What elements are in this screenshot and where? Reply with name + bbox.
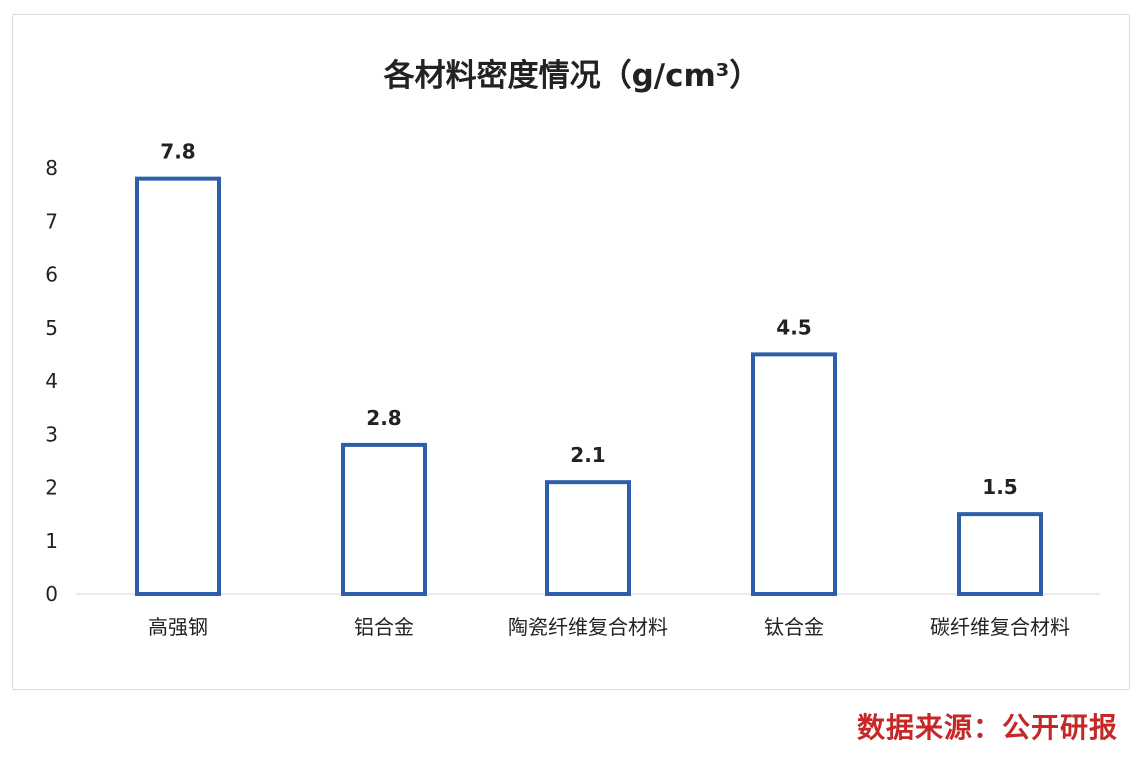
category-label: 高强钢 — [148, 615, 208, 639]
category-label: 碳纤维复合材料 — [930, 615, 1070, 639]
bar — [545, 480, 631, 596]
data-label: 1.5 — [982, 475, 1017, 499]
category-label: 钛合金 — [764, 615, 824, 639]
bar — [751, 352, 837, 596]
data-labels: 7.8 2.8 2.1 4.5 1.5 — [160, 140, 1017, 499]
data-label: 7.8 — [160, 140, 195, 164]
bars — [135, 176, 1043, 596]
category-label: 陶瓷纤维复合材料 — [508, 615, 668, 639]
bar — [135, 176, 221, 596]
bar — [341, 442, 427, 596]
data-label: 2.8 — [366, 406, 401, 430]
y-tick-label: 0 — [45, 582, 58, 606]
data-label: 4.5 — [776, 315, 811, 339]
y-tick-label: 1 — [45, 529, 58, 553]
source-note: 数据来源：公开研报 — [856, 711, 1118, 744]
y-tick-label: 3 — [45, 422, 58, 446]
y-tick-label: 7 — [45, 209, 58, 233]
y-tick-label: 6 — [45, 263, 58, 287]
y-tick-label: 5 — [45, 316, 58, 340]
y-tick-label: 4 — [45, 369, 58, 393]
chart-title: 各材料密度情况（g/cm³） — [383, 58, 761, 94]
y-axis: 0 1 2 3 4 5 6 7 8 — [45, 156, 58, 606]
bar — [957, 512, 1043, 596]
y-tick-label: 8 — [45, 156, 58, 180]
x-axis: 高强钢 铝合金 陶瓷纤维复合材料 钛合金 碳纤维复合材料 — [148, 615, 1070, 639]
data-label: 2.1 — [570, 443, 605, 467]
y-tick-label: 2 — [45, 476, 58, 500]
category-label: 铝合金 — [354, 615, 414, 639]
